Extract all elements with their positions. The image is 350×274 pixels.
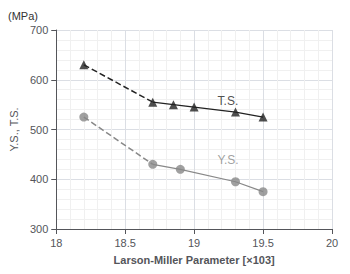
svg-text:700: 700 — [30, 24, 48, 36]
svg-text:19: 19 — [188, 237, 200, 249]
svg-text:500: 500 — [30, 124, 48, 136]
svg-text:19.5: 19.5 — [252, 237, 273, 249]
svg-text:18.5: 18.5 — [114, 237, 135, 249]
svg-text:T.S.: T.S. — [218, 94, 239, 108]
svg-text:Larson-Miller Parameter [×103]: Larson-Miller Parameter [×103] — [114, 254, 275, 266]
svg-text:18: 18 — [50, 237, 62, 249]
svg-text:300: 300 — [30, 223, 48, 235]
svg-text:400: 400 — [30, 173, 48, 185]
svg-text:Y.S.: Y.S. — [218, 153, 239, 167]
svg-text:600: 600 — [30, 74, 48, 86]
svg-text:20: 20 — [326, 237, 338, 249]
svg-text:(MPa): (MPa) — [8, 10, 38, 22]
svg-text:Y.S., T.S.: Y.S., T.S. — [8, 107, 20, 151]
